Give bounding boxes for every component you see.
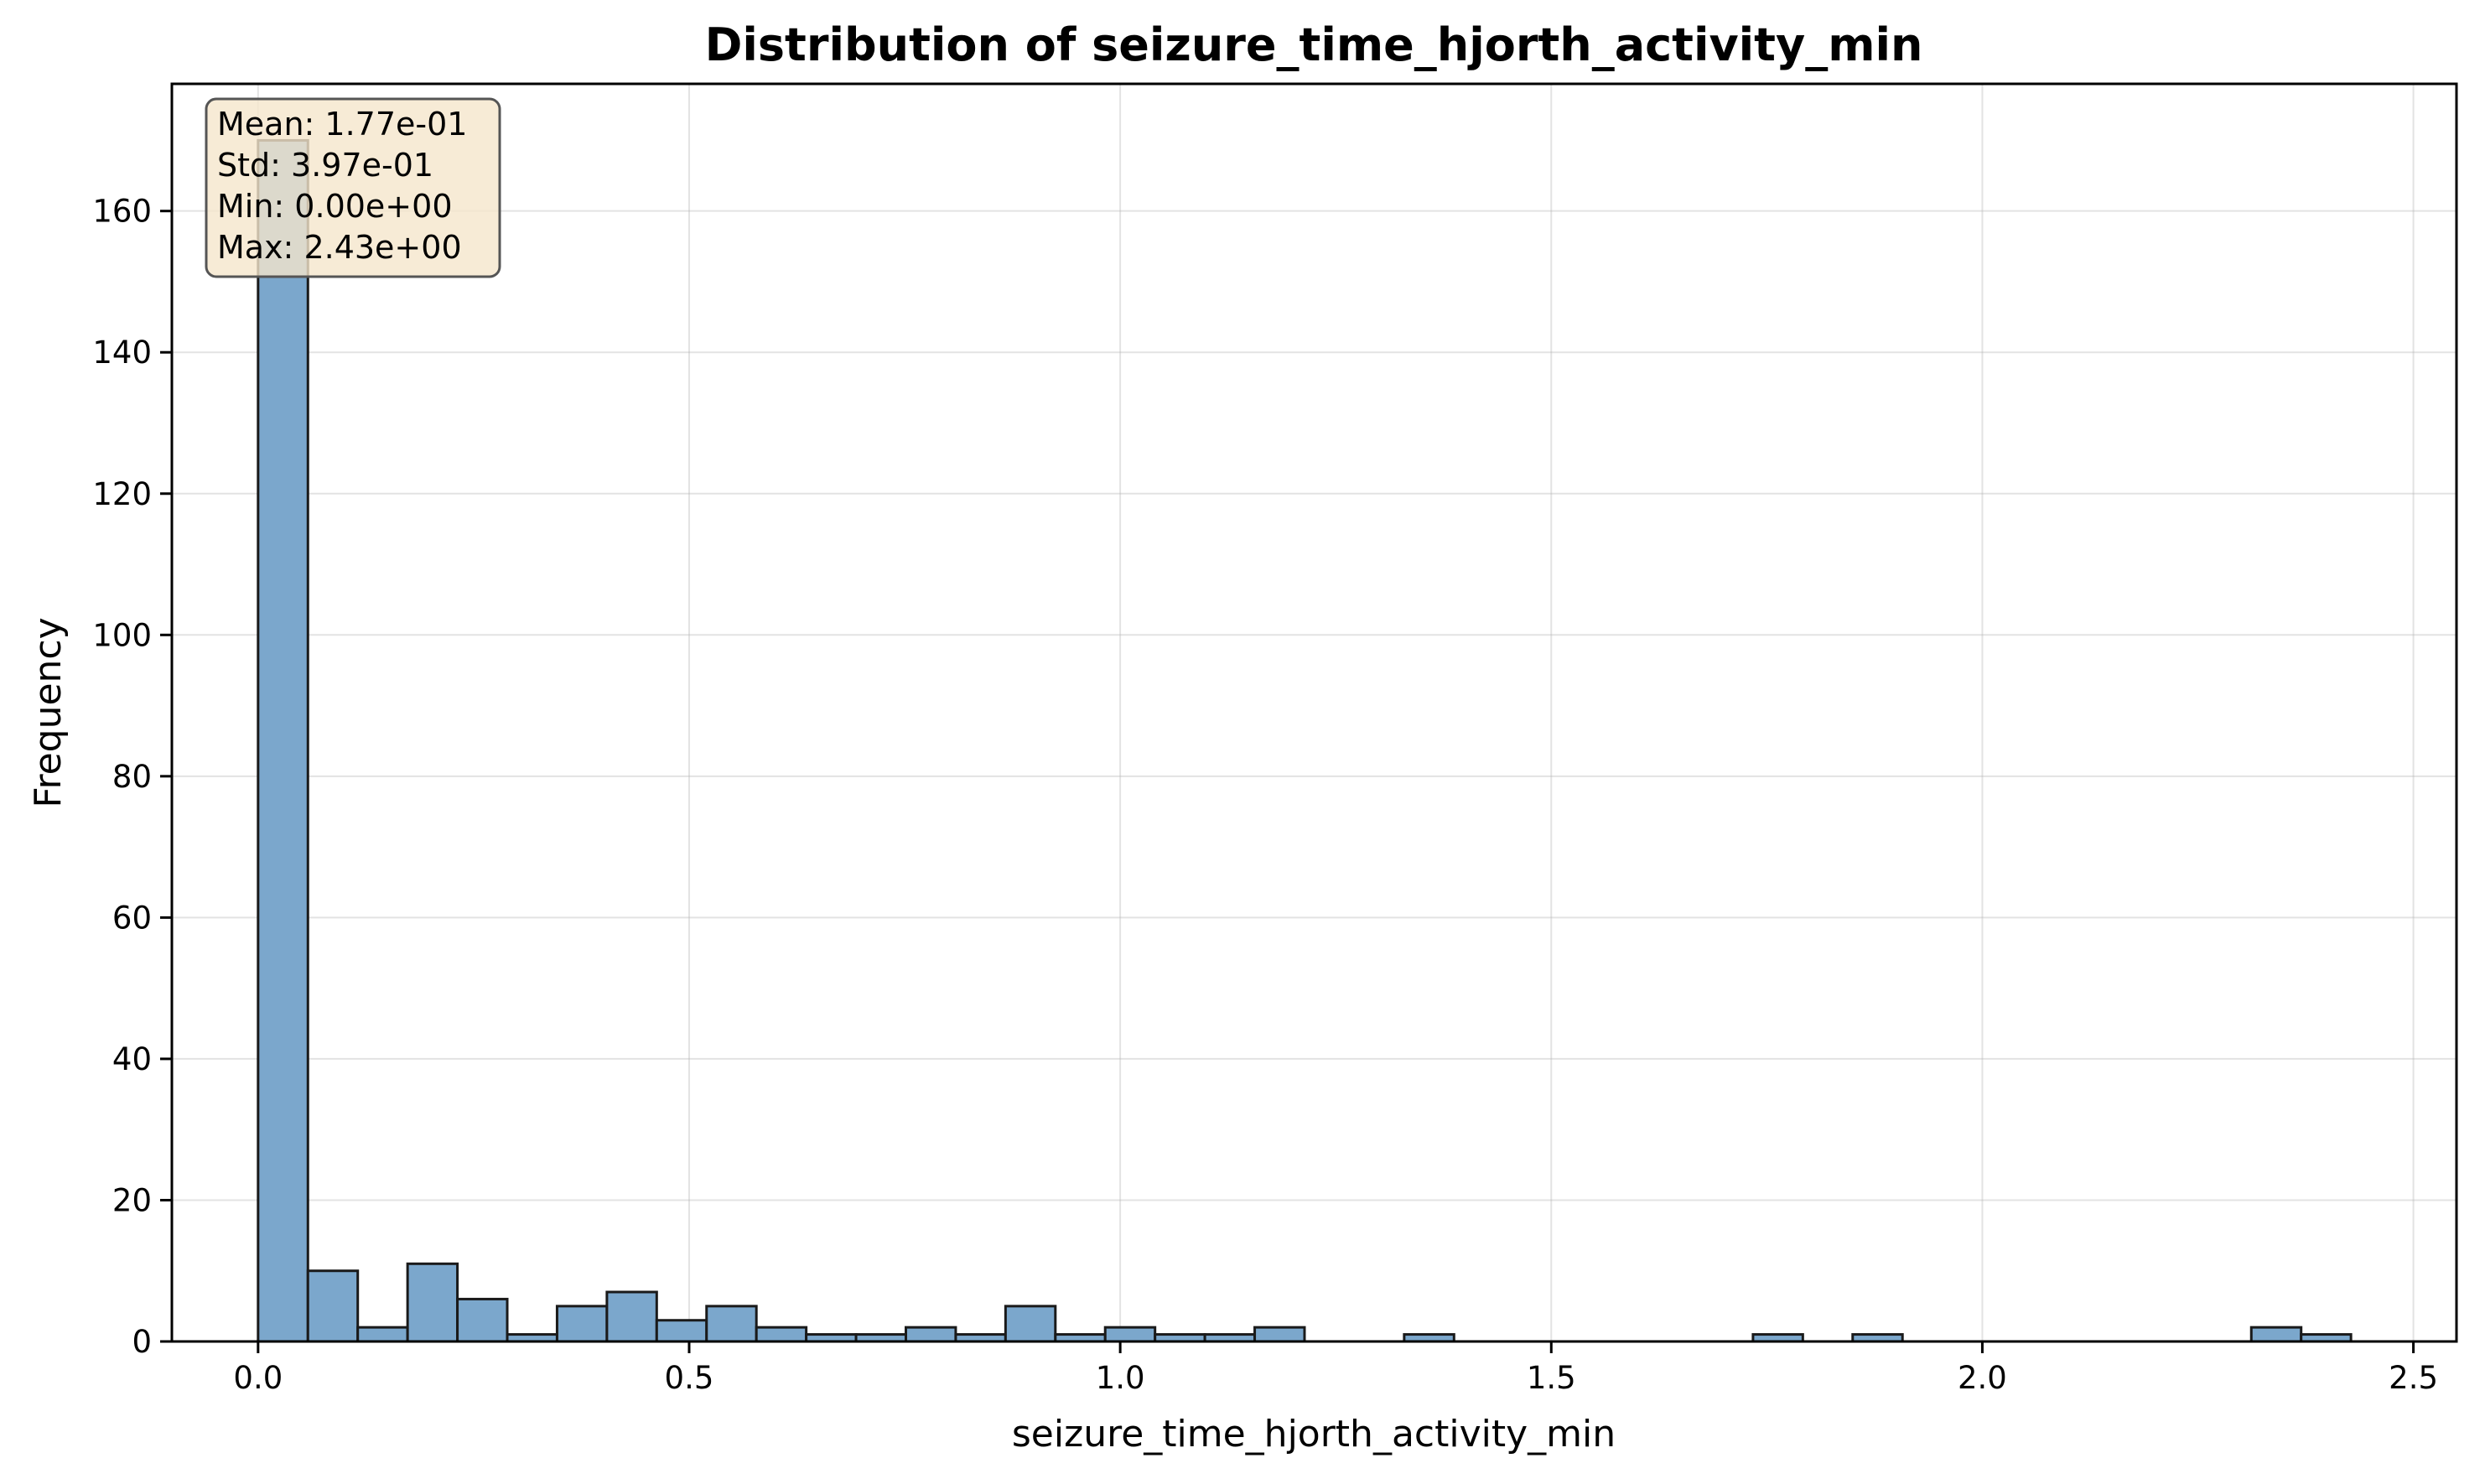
histogram-bar [257, 138, 309, 1343]
histogram-bar [755, 1326, 808, 1343]
bar-layer [257, 138, 2353, 1343]
stats-box: Mean: 1.77e-01 Std: 3.97e-01 Min: 0.00e+… [205, 97, 501, 278]
histogram-bar [1004, 1305, 1057, 1343]
stats-std: Std: 3.97e-01 [217, 147, 433, 184]
y-tick-label: 20 [112, 1182, 152, 1218]
histogram-bar [1253, 1326, 1306, 1343]
y-tick-label: 0 [132, 1324, 152, 1360]
stats-mean: Mean: 1.77e-01 [217, 106, 467, 143]
x-axis-label: seizure_time_hjorth_activity_min [1012, 1413, 1616, 1455]
x-tick-label: 2.0 [1958, 1360, 2007, 1396]
histogram-bar [555, 1305, 609, 1343]
histogram-bar [306, 1269, 360, 1343]
x-tick-label: 1.0 [1096, 1360, 1145, 1396]
histogram-bar [406, 1262, 459, 1343]
y-tick-layer: 0 20 40 60 80 100 120 140 160 [92, 194, 172, 1360]
x-tick-label: 0.0 [233, 1360, 283, 1396]
histogram-bar [356, 1326, 409, 1343]
axes-frame [170, 82, 2458, 1343]
y-axis-label: Frequency [27, 617, 70, 807]
y-tick-label: 100 [92, 617, 152, 653]
grid-layer [172, 84, 2456, 1342]
histogram-bar [904, 1326, 957, 1343]
histogram-bar [705, 1305, 758, 1343]
histogram-bar [605, 1290, 658, 1343]
y-tick-label: 120 [92, 476, 152, 512]
y-tick-label: 40 [112, 1041, 152, 1077]
histogram-bar [1103, 1326, 1157, 1343]
x-tick-label: 2.5 [2389, 1360, 2438, 1396]
y-tick-label: 140 [92, 335, 152, 371]
histogram-bar [2249, 1326, 2303, 1343]
stats-box-background [205, 97, 501, 278]
y-tick-label: 160 [92, 194, 152, 230]
x-tick-label: 1.5 [1527, 1360, 1576, 1396]
y-tick-label: 60 [112, 900, 152, 936]
y-tick-label: 80 [112, 759, 152, 795]
stats-min: Min: 0.00e+00 [217, 188, 453, 225]
histogram-bar [655, 1319, 708, 1343]
stats-max: Max: 2.43e+00 [217, 229, 462, 266]
x-tick-label: 0.5 [665, 1360, 714, 1396]
histogram-bar [456, 1297, 509, 1343]
x-tick-layer: 0.0 0.5 1.0 1.5 2.0 2.5 [233, 1341, 2438, 1396]
chart-title: Distribution of seizure_time_hjorth_acti… [705, 18, 1923, 71]
